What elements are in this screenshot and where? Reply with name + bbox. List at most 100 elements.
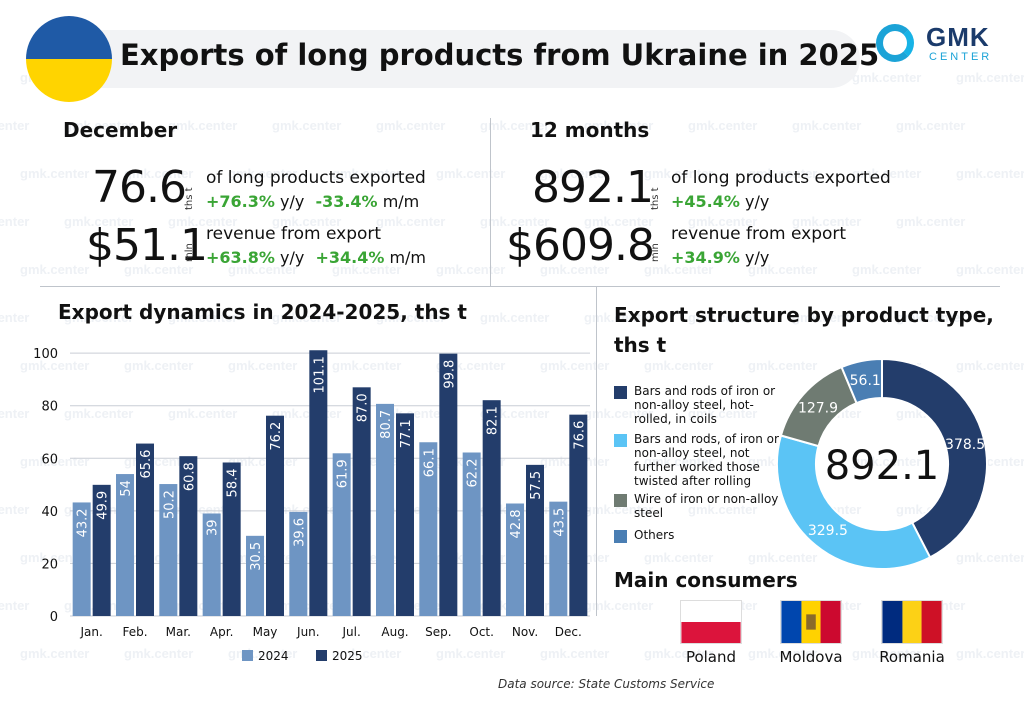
december-revenue: $51.1 [86, 220, 208, 271]
december-volume-mm: -33.4% [315, 192, 378, 211]
consumer-name: Moldova [779, 648, 843, 666]
bar-2025 [222, 462, 241, 616]
y-tick-label: 100 [33, 347, 58, 362]
annual-revenue-desc: revenue from export [671, 224, 847, 244]
donut-slice-label: 378.5 [945, 437, 985, 453]
consumer-name: Romania [879, 648, 945, 666]
donut-legend-label: Others [634, 528, 675, 542]
december-volume-change: +76.3% y/y -33.4% m/m [206, 192, 419, 211]
december-volume-desc: of long products exported [206, 168, 426, 188]
bar-2025 [482, 400, 501, 616]
x-tick-label: Jan. [80, 625, 103, 639]
page-title: Exports of long products from Ukraine in… [120, 38, 880, 72]
bar-chart-title: Export dynamics in 2024-2025, ths t [58, 300, 467, 324]
annual-revenue-unit: mln [650, 243, 661, 262]
watermark-text: gmk.center [688, 118, 758, 133]
december-revenue-change: +63.8% y/y +34.4% m/m [206, 248, 426, 267]
bar-value-label: 76.6 [572, 421, 587, 450]
bar-2025 [309, 350, 328, 616]
bar-2025 [396, 413, 414, 616]
annual-volume-desc: of long products exported [671, 168, 891, 188]
donut-legend-swatch [614, 434, 627, 447]
watermark-text: gmk.center [20, 262, 90, 277]
annual-revenue-yy: +34.9% [671, 248, 740, 267]
annual-volume-yy: +45.4% [671, 192, 740, 211]
bar-value-label: 43.2 [76, 508, 91, 537]
bar-value-label: 50.2 [162, 490, 177, 519]
watermark-text: gmk.center [956, 166, 1024, 181]
consumer-name: Poland [685, 648, 737, 666]
x-tick-label: Jun. [296, 625, 320, 639]
x-tick-label: Apr. [210, 625, 233, 639]
donut-center-label: 892.1 [825, 443, 940, 489]
watermark-text: gmk.center [376, 118, 446, 133]
annual-revenue-change: +34.9% y/y [671, 248, 769, 267]
bar-2024 [506, 503, 524, 616]
middle-divider [40, 286, 1000, 287]
bar-2025 [569, 414, 588, 616]
donut-legend-label: Bars and rods, of iron or non-alloy stee… [634, 432, 779, 488]
bar-2024 [462, 452, 481, 616]
bar-2025 [92, 484, 111, 616]
bar-2025 [439, 353, 458, 616]
donut-slice-label: 329.5 [808, 523, 848, 539]
donut-slice [776, 434, 932, 570]
bar-value-label: 65.6 [139, 450, 154, 479]
annual-revenue-yy-label: y/y [745, 248, 770, 267]
bar-value-label: 60.8 [182, 462, 197, 491]
annual-volume-change: +45.4% y/y [671, 192, 769, 211]
december-revenue-mm-label: m/m [389, 248, 427, 267]
y-tick-label: 20 [41, 557, 58, 572]
x-tick-label: Dec. [555, 625, 582, 639]
donut-chart: 378.5 329.5 127.9 56.1 892.1 [776, 357, 988, 570]
bar-2024 [332, 453, 351, 616]
bar-value-label: 99.8 [442, 360, 457, 389]
bar-value-label: 58.4 [226, 468, 241, 497]
bar-value-label: 76.2 [269, 422, 284, 451]
bar-value-label: 54 [119, 480, 134, 497]
moldova-flag [780, 600, 842, 644]
x-tick-label: Sep. [425, 625, 451, 639]
x-tick-label: May [253, 625, 278, 639]
data-source: Data source: State Customs Service [498, 677, 715, 691]
december-volume-unit: ths t [184, 187, 195, 210]
watermark-text: gmk.center [792, 118, 862, 133]
header-band [60, 30, 860, 88]
bar-2024 [376, 403, 394, 616]
y-tick-label: 80 [41, 400, 58, 415]
bar-value-label: 66.1 [422, 448, 437, 477]
annual-volume-yy-label: y/y [745, 192, 770, 211]
bar-value-label: 42.8 [509, 509, 524, 538]
legend-label: 2024 [258, 649, 289, 663]
gmk-logo: GMK CENTER [876, 22, 1006, 68]
legend-swatch-2024 [242, 650, 253, 661]
watermark-text: gmk.center [272, 118, 342, 133]
gmk-logo-icon [876, 24, 914, 62]
watermark-text: gmk.center [168, 118, 238, 133]
bar-2025 [526, 464, 544, 616]
x-tick-label: Jul. [342, 625, 361, 639]
watermark-text: gmk.center [20, 166, 90, 181]
december-heading: December [63, 118, 178, 142]
watermark-text: gmk.center [0, 118, 30, 133]
december-revenue-yy-label: y/y [280, 248, 305, 267]
december-volume: 76.6 [92, 162, 187, 213]
bar-value-label: 82.1 [486, 406, 501, 435]
bar-value-label: 61.9 [336, 459, 351, 488]
donut-legend-label: Bars and rods of iron or non-alloy steel… [634, 384, 776, 426]
donut-slice [840, 357, 883, 405]
annual-revenue: $609.8 [506, 220, 655, 271]
bar-2025 [352, 387, 371, 616]
bar-2024 [289, 511, 308, 616]
x-tick-label: Mar. [166, 625, 191, 639]
bar-value-label: 39 [206, 519, 221, 536]
bottom-divider [596, 286, 597, 616]
watermark-text: gmk.center [852, 70, 922, 85]
december-volume-mm-label: m/m [382, 192, 420, 211]
bar-2024 [159, 484, 178, 616]
watermark-text: gmk.center [852, 262, 922, 277]
watermark-text: gmk.center [644, 550, 714, 565]
legend-label: 2025 [332, 649, 363, 663]
bar-value-label: 49.9 [96, 491, 111, 520]
watermark-text: gmk.center [436, 262, 506, 277]
